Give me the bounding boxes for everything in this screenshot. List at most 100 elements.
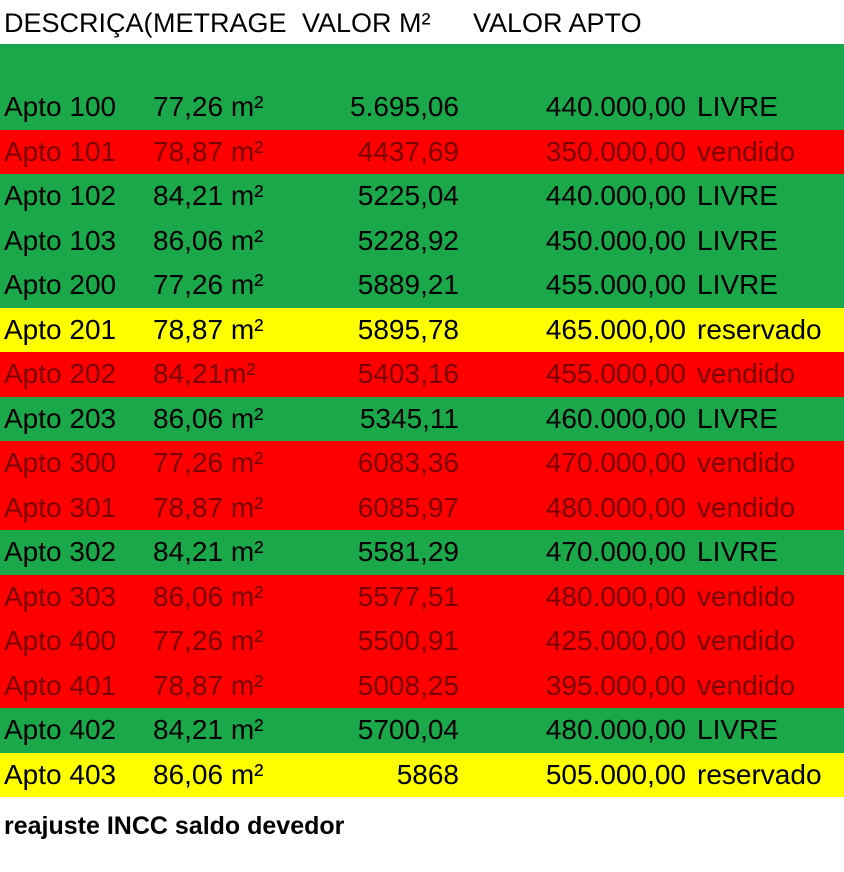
cell-valor-m2[interactable]: 5.695,06 [350,91,459,122]
cell-status[interactable]: LIVRE [697,91,778,122]
cell-valor-apto[interactable]: 395.000,00 [545,669,686,701]
cell-valor-m2[interactable]: 6085,97 [357,491,459,523]
table-row[interactable]: Apto 303 86,06 m² 5577,51 480.000,00 vendido [0,574,844,619]
cell-descricao[interactable]: Apto 300 [4,447,117,478]
cell-metragem[interactable]: 77,26 m² [153,625,264,656]
cell-metragem[interactable]: 78,87 m² [153,669,264,701]
cell-valor-apto[interactable]: 425.000,00 [545,625,686,656]
cell-valor-apto[interactable]: 450.000,00 [545,224,686,256]
cell-status[interactable]: reservado [697,758,822,790]
cell-status[interactable]: LIVRE [697,402,778,434]
cell-metragem[interactable]: 78,87 m² [153,491,264,523]
table-row[interactable]: Apto 102 84,21 m² 5225,04 440.000,00 LIVRE [0,174,844,219]
cell-descricao[interactable]: Apto 101 [4,135,117,167]
cell-status[interactable]: vendido [697,358,796,389]
cell-metragem[interactable]: 86,06 m² [153,402,264,434]
cell-valor-m2[interactable]: 5868 [396,758,459,790]
cell-valor-apto[interactable]: 455.000,00 [545,358,686,389]
cell-descricao[interactable]: Apto 302 [4,536,117,567]
cell-metragem[interactable]: 84,21 m² [153,714,264,745]
cell-descricao[interactable]: Apto 303 [4,580,117,612]
cell-status[interactable]: vendido [697,447,796,478]
table-row[interactable]: Apto 201 78,87 m² 5895,78 465.000,00 reserva… [0,307,844,352]
cell-valor-apto[interactable]: 465.000,00 [545,313,686,345]
cell-metragem[interactable]: 84,21m² [153,358,256,389]
footer-note[interactable]: reajuste INCC saldo devedor [4,812,345,840]
table-row[interactable]: Apto 200 77,26 m² 5889,21 455.000,00 LIVRE [0,263,844,308]
column-header-descricao[interactable]: DESCRIÇA( [4,8,152,38]
cell-metragem[interactable]: 78,87 m² [153,313,264,345]
table-row[interactable]: Apto 101 78,87 m² 4437,69 350.000,00 vendido [0,129,844,174]
table-row[interactable]: Apto 402 84,21 m² 5700,04 480.000,00 LIVRE [0,708,844,753]
column-header-metragem[interactable]: METRAGE [153,8,287,38]
table-row[interactable]: Apto 403 86,06 m² 5868 505.000,00 reservado [0,752,844,797]
table-row[interactable]: Apto 202 84,21m² 5403,16 455.000,00 vendido [0,352,844,397]
cell-valor-apto[interactable]: 440.000,00 [545,180,686,211]
cell-descricao[interactable]: Apto 103 [4,224,117,256]
cell-valor-m2[interactable]: 5008,25 [357,669,459,701]
cell-metragem[interactable]: 78,87 m² [153,135,264,167]
cell-valor-apto[interactable]: 440.000,00 [545,91,686,122]
table-row[interactable]: Apto 400 77,26 m² 5500,91 425.000,00 vendido [0,619,844,664]
cell-metragem[interactable]: 86,06 m² [153,580,264,612]
table-row[interactable]: Apto 302 84,21 m² 5581,29 470.000,00 LIVRE [0,530,844,575]
cell-valor-m2[interactable]: 4437,69 [357,135,459,167]
cell-valor-apto[interactable]: 480.000,00 [545,714,686,745]
cell-valor-m2[interactable]: 5577,51 [357,580,459,612]
cell-valor-apto[interactable]: 480.000,00 [545,491,686,523]
cell-valor-m2[interactable]: 5700,04 [357,714,459,745]
cell-valor-m2[interactable]: 5889,21 [357,269,459,300]
cell-status[interactable]: LIVRE [697,714,778,745]
cell-valor-apto[interactable]: 505.000,00 [545,758,686,790]
cell-status[interactable]: LIVRE [697,269,778,300]
column-header-valor-apto[interactable]: VALOR APTO [473,8,642,38]
cell-valor-m2[interactable]: 6083,36 [357,447,459,478]
cell-metragem[interactable]: 77,26 m² [153,91,264,122]
blank-row[interactable] [0,44,844,85]
cell-valor-apto[interactable]: 480.000,00 [545,580,686,612]
cell-descricao[interactable]: Apto 403 [4,758,117,790]
cell-status[interactable]: LIVRE [697,180,778,211]
cell-valor-apto[interactable]: 350.000,00 [545,135,686,167]
cell-metragem[interactable]: 77,26 m² [153,447,264,478]
cell-descricao[interactable]: Apto 201 [4,313,117,345]
cell-valor-m2[interactable]: 5345,11 [359,402,459,434]
cell-status[interactable]: vendido [697,491,796,523]
cell-valor-m2[interactable]: 5225,04 [357,180,459,211]
table-row[interactable]: Apto 103 86,06 m² 5228,92 450.000,00 LIVRE [0,218,844,263]
cell-valor-apto[interactable]: 470.000,00 [545,447,686,478]
cell-status[interactable]: vendido [697,580,796,612]
cell-valor-apto[interactable]: 460.000,00 [545,402,686,434]
cell-status[interactable]: vendido [697,669,796,701]
cell-valor-m2[interactable]: 5500,91 [357,625,459,656]
cell-metragem[interactable]: 86,06 m² [153,758,264,790]
cell-metragem[interactable]: 77,26 m² [153,269,264,300]
cell-descricao[interactable]: Apto 102 [4,180,117,211]
cell-valor-m2[interactable]: 5581,29 [357,536,459,567]
cell-status[interactable]: vendido [697,135,796,167]
cell-metragem[interactable]: 84,21 m² [153,180,264,211]
cell-status[interactable]: LIVRE [697,536,778,567]
cell-descricao[interactable]: Apto 401 [4,669,117,701]
table-row[interactable]: Apto 300 77,26 m² 6083,36 470.000,00 vendido [0,441,844,486]
cell-metragem[interactable]: 84,21 m² [153,536,264,567]
table-row[interactable]: Apto 100 77,26 m² 5.695,06 440.000,00 LIVRE [0,85,844,130]
cell-valor-m2[interactable]: 5403,16 [357,358,459,389]
cell-descricao[interactable]: Apto 400 [4,625,117,656]
cell-descricao[interactable]: Apto 200 [4,269,117,300]
cell-valor-apto[interactable]: 470.000,00 [545,536,686,567]
cell-descricao[interactable]: Apto 202 [4,358,117,389]
cell-valor-m2[interactable]: 5228,92 [357,224,459,256]
cell-descricao[interactable]: Apto 301 [4,491,117,523]
cell-status[interactable]: reservado [697,313,822,345]
cell-descricao[interactable]: Apto 402 [4,714,117,745]
cell-valor-m2[interactable]: 5895,78 [357,313,459,345]
cell-descricao[interactable]: Apto 203 [4,402,117,434]
cell-valor-apto[interactable]: 455.000,00 [545,269,686,300]
column-header-valor-m2[interactable]: VALOR M² [302,8,431,38]
cell-metragem[interactable]: 86,06 m² [153,224,264,256]
table-row[interactable]: Apto 203 86,06 m² 5345,11 460.000,00 LIVRE [0,396,844,441]
cell-status[interactable]: vendido [697,625,796,656]
table-row[interactable]: Apto 401 78,87 m² 5008,25 395.000,00 vendido [0,663,844,708]
cell-status[interactable]: LIVRE [697,224,778,256]
